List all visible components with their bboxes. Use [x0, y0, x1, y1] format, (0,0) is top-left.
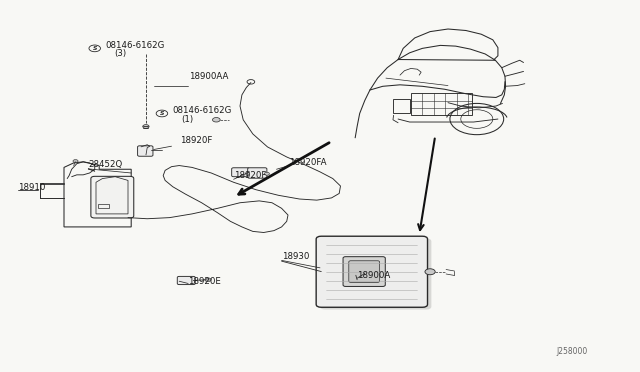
Bar: [98, 204, 109, 208]
Circle shape: [205, 278, 211, 282]
Text: 28452Q: 28452Q: [88, 160, 123, 169]
Text: 18900A: 18900A: [357, 271, 390, 280]
FancyBboxPatch shape: [248, 168, 267, 178]
Circle shape: [212, 118, 220, 122]
FancyBboxPatch shape: [138, 146, 153, 156]
Bar: [411, 93, 472, 115]
Text: 18910: 18910: [18, 183, 45, 192]
Text: 08146-6162G: 08146-6162G: [106, 41, 165, 50]
Circle shape: [425, 269, 435, 275]
Bar: [393, 99, 410, 113]
FancyBboxPatch shape: [320, 238, 431, 310]
FancyBboxPatch shape: [177, 276, 195, 285]
Text: 18920E: 18920E: [188, 277, 221, 286]
Text: 18920F: 18920F: [180, 136, 213, 145]
Text: (3): (3): [114, 49, 126, 58]
Circle shape: [143, 125, 149, 128]
Circle shape: [73, 160, 78, 163]
FancyBboxPatch shape: [343, 257, 385, 286]
FancyBboxPatch shape: [349, 261, 380, 282]
Text: 18930: 18930: [282, 252, 309, 261]
FancyBboxPatch shape: [232, 168, 250, 177]
Text: 18920FA: 18920FA: [289, 158, 327, 167]
Text: 08146-6162G: 08146-6162G: [173, 106, 232, 115]
Text: (1): (1): [181, 115, 193, 124]
Text: 18920F: 18920F: [234, 171, 266, 180]
FancyBboxPatch shape: [316, 236, 428, 307]
FancyBboxPatch shape: [91, 176, 134, 218]
Text: S: S: [92, 46, 97, 51]
Text: S: S: [159, 111, 164, 116]
Text: J258000: J258000: [557, 347, 588, 356]
Circle shape: [264, 172, 269, 175]
Text: 18900AA: 18900AA: [189, 72, 228, 81]
